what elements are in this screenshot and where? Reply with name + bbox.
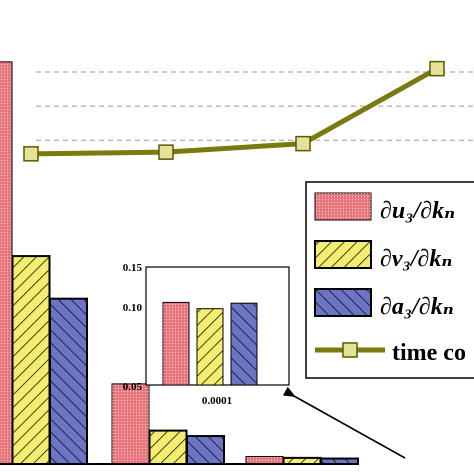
inset-ytick-1: 0.10: [123, 302, 143, 314]
time-marker-0: [23, 146, 39, 162]
time-line: [30, 66, 439, 157]
time-marker-2: [295, 135, 311, 152]
inset-chart: 0.15 0.10 0.05 0.0001: [123, 262, 290, 407]
inset-ytick-0: 0.15: [123, 262, 143, 274]
pointer-arrow: [282, 386, 406, 459]
legend-label-v: ∂v₃/∂kₙ: [380, 246, 452, 272]
inset-bar-v-texture: [197, 308, 223, 385]
legend-swatch-v-texture: [315, 241, 371, 268]
inset-bar-a-texture: [231, 303, 257, 385]
bar-a-texture-group-0: [50, 298, 87, 464]
inset-bars: [162, 301, 258, 386]
bar-u-texture-group-2: [246, 456, 283, 464]
main-gridlines: [36, 71, 474, 141]
legend-swatch-u-texture: [315, 193, 371, 220]
legend-label-a: ∂a₃/∂kₙ: [380, 294, 454, 320]
bar-a-texture-group-2: [321, 458, 358, 464]
time-marker-3: [429, 60, 445, 77]
time-line-series: [23, 60, 445, 162]
bar-v-texture-group-0: [12, 256, 50, 464]
bar-v-texture-group-1: [149, 430, 187, 464]
bar-v-texture-group-2: [283, 457, 321, 464]
legend-line-marker: [342, 342, 358, 358]
inset-ytick-2: 0.05: [123, 381, 143, 393]
inset-bar-u-texture: [163, 302, 189, 385]
legend-label-line: time co: [392, 340, 466, 366]
legend: ∂u₃/∂kₙ ∂v₃/∂kₙ ∂a₃/∂kₙ time co: [305, 181, 474, 379]
bar-u-texture-group-0: [0, 61, 12, 465]
time-marker-1: [158, 144, 174, 160]
inset-xtick-label: 0.0001: [202, 395, 232, 407]
legend-swatch-a-texture: [315, 289, 371, 316]
legend-label-u: ∂u₃/∂kₙ: [380, 198, 455, 224]
bar-u-texture-group-1: [112, 383, 149, 464]
bar-a-texture-group-1: [187, 436, 224, 464]
main-bars: [0, 61, 359, 466]
